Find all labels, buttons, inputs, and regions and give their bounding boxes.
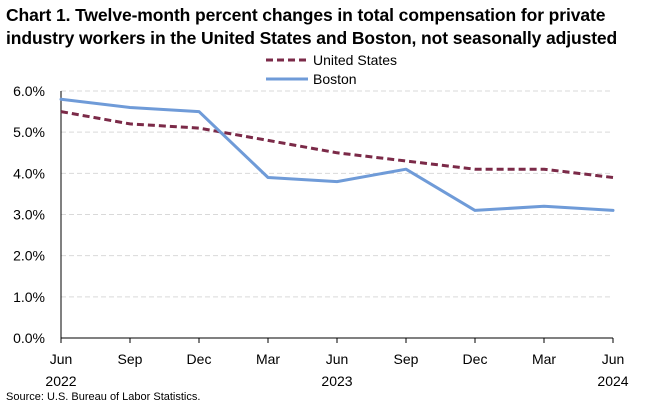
y-axis-ticks: 0.0% 1.0% 2.0% 3.0% 4.0% 5.0% 6.0% (13, 83, 45, 346)
y-tick-label: 1.0% (13, 289, 45, 305)
legend-label-united-states: United States (313, 52, 397, 68)
x-tick-label: Dec (463, 351, 488, 367)
x-tick-label: Jun (326, 351, 349, 367)
y-tick-label: 2.0% (13, 248, 45, 264)
y-tick-label: 6.0% (13, 83, 45, 99)
chart-title-line-2: industry workers in the United States an… (6, 28, 618, 48)
x-tick-label: Mar (532, 351, 556, 367)
legend: United States Boston (266, 52, 397, 87)
x-tick-label: Dec (187, 351, 212, 367)
legend-label-boston: Boston (313, 71, 357, 87)
y-tick-label: 5.0% (13, 124, 45, 140)
x-year-label: 2022 (45, 373, 76, 389)
x-tick-label: Jun (50, 351, 73, 367)
series-lines (59, 97, 615, 212)
y-tick-label: 0.0% (13, 330, 45, 346)
x-year-label: 2024 (597, 373, 628, 389)
series-line-united-states (60, 110, 614, 179)
x-tick-label: Sep (394, 351, 419, 367)
x-tick-label: Mar (256, 351, 280, 367)
x-tick-label: Jun (602, 351, 625, 367)
series-line-boston (59, 97, 615, 212)
x-tick-label: Sep (118, 351, 143, 367)
source-note: Source: U.S. Bureau of Labor Statistics. (6, 391, 201, 403)
chart-title-line-1: Chart 1. Twelve-month percent changes in… (6, 5, 606, 25)
gridlines (61, 90, 613, 298)
y-tick-label: 3.0% (13, 207, 45, 223)
y-tick-label: 4.0% (13, 165, 45, 181)
chart-title: Chart 1. Twelve-month percent changes in… (6, 4, 646, 50)
x-year-label: 2023 (321, 373, 352, 389)
x-axis-ticks: Jun 2022 Sep Dec Mar Jun 2023 Sep Dec Mar Jun 2024 (45, 338, 629, 389)
